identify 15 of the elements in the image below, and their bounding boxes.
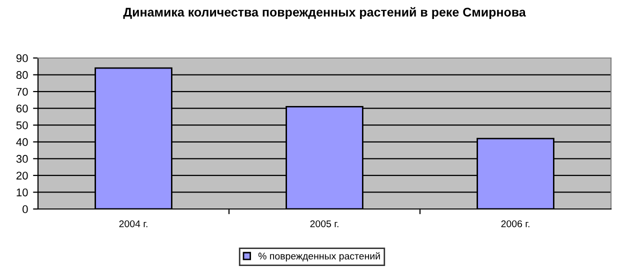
x-tick-label: 2006 г. bbox=[501, 220, 530, 228]
y-tick-label: 80 bbox=[16, 71, 28, 79]
chart-title: Динамика количества поврежденных растений в реке Смирнова bbox=[123, 7, 526, 20]
y-tick-label: 90 bbox=[16, 54, 28, 62]
y-tick-label: 60 bbox=[16, 104, 28, 112]
y-tick-label: 10 bbox=[16, 188, 28, 196]
y-tick-label: 50 bbox=[16, 121, 28, 130]
y-tick-label: 30 bbox=[16, 154, 28, 163]
x-tick-label: 2004 г. bbox=[119, 220, 148, 228]
y-tick-label: 20 bbox=[16, 172, 28, 180]
x-tick-label: 2005 г. bbox=[310, 220, 338, 228]
y-tick-label: 40 bbox=[16, 138, 28, 146]
legend-label: % поврежденных растений bbox=[258, 252, 380, 262]
y-tick-label: 0 bbox=[22, 205, 28, 214]
y-tick-label: 70 bbox=[16, 88, 28, 96]
